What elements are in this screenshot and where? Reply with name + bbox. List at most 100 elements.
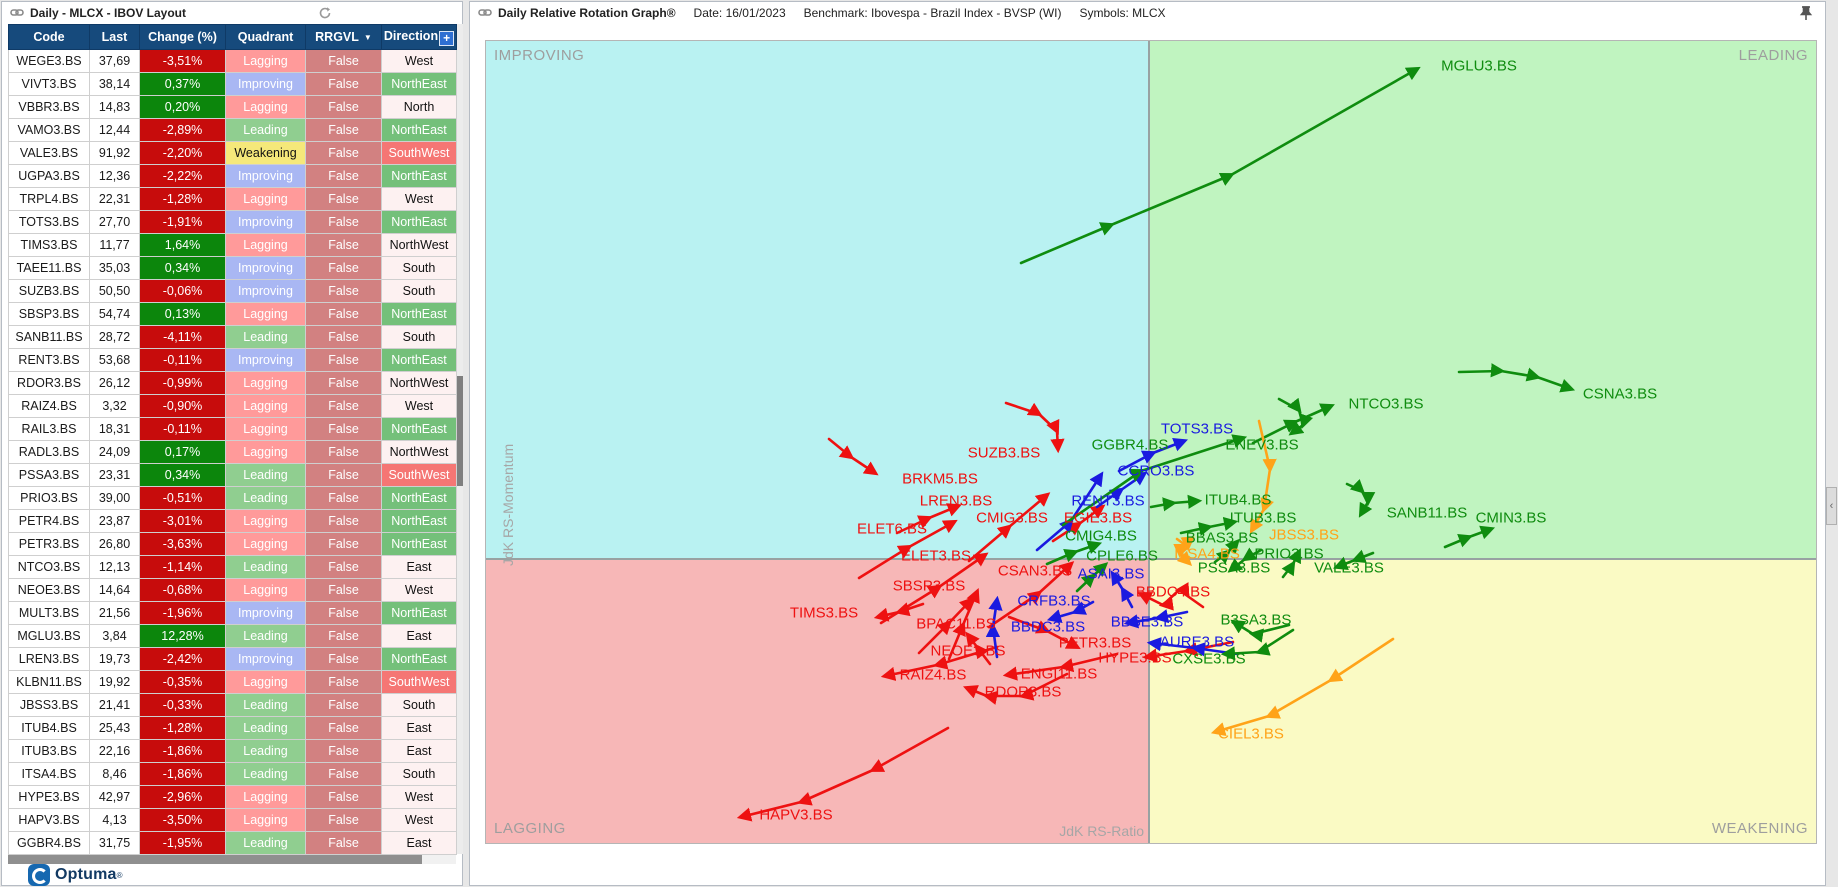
symbol-label[interactable]: BPAC11.BS bbox=[916, 615, 996, 633]
table-row[interactable]: RDOR3.BS 26,12 -0,99% Lagging False NorthWest bbox=[8, 371, 457, 395]
trail-VALE3.BS bbox=[1333, 549, 1375, 571]
symbol-label[interactable]: HAPV3.BS bbox=[759, 806, 833, 824]
symbol-label[interactable]: CIEL3.BS bbox=[1218, 725, 1284, 743]
symbol-label[interactable]: RDOR3.BS bbox=[984, 683, 1062, 701]
column-header-last[interactable]: Last bbox=[89, 24, 140, 50]
symbol-label[interactable]: RAIZ4.BS bbox=[899, 666, 967, 684]
symbol-label[interactable]: ITUB3.BS bbox=[1229, 509, 1297, 527]
symbol-label[interactable]: TOTS3.BS bbox=[1160, 420, 1234, 438]
table-row[interactable]: GGBR4.BS 31,75 -1,95% Leading False East bbox=[8, 831, 457, 855]
symbol-label[interactable]: BRKM5.BS bbox=[902, 470, 978, 488]
add-column-icon[interactable]: + bbox=[439, 30, 455, 46]
symbol-label[interactable]: AURE3.BS bbox=[1159, 633, 1235, 651]
table-row[interactable]: KLBN11.BS 19,92 -0,35% Lagging False SouthWes… bbox=[8, 670, 457, 694]
table-row[interactable]: JBSS3.BS 21,41 -0,33% Leading False South bbox=[8, 693, 457, 717]
table-row[interactable]: PSSA3.BS 23,31 0,34% Leading False SouthWest bbox=[8, 463, 457, 487]
table-row[interactable]: VAMO3.BS 12,44 -2,89% Leading False NorthEast bbox=[8, 118, 457, 142]
table-row[interactable]: PETR4.BS 23,87 -3,01% Lagging False NorthEast bbox=[8, 509, 457, 533]
table-row[interactable]: LREN3.BS 19,73 -2,42% Improving False NorthEa… bbox=[8, 647, 457, 671]
vertical-scroll-thumb[interactable] bbox=[457, 376, 463, 486]
symbol-label[interactable]: CMIG4.BS bbox=[1065, 527, 1137, 545]
symbol-label[interactable]: SUZB3.BS bbox=[967, 444, 1041, 462]
symbol-label[interactable]: PRIO3.BS bbox=[1254, 545, 1324, 563]
symbol-label[interactable]: CMIN3.BS bbox=[1475, 509, 1547, 527]
symbol-label[interactable]: NEOE3.BS bbox=[930, 642, 1006, 660]
pin-icon[interactable] bbox=[1799, 5, 1813, 24]
table-row[interactable]: TIMS3.BS 11,77 1,64% Lagging False NorthWest bbox=[8, 233, 457, 257]
table-row[interactable]: HAPV3.BS 4,13 -3,50% Lagging False West bbox=[8, 808, 457, 832]
table-row[interactable]: MGLU3.BS 3,84 12,28% Leading False East bbox=[8, 624, 457, 648]
symbol-label[interactable]: ASAI3.BS bbox=[1077, 565, 1145, 583]
table-row[interactable]: HYPE3.BS 42,97 -2,96% Lagging False West bbox=[8, 785, 457, 809]
symbol-label[interactable]: CSAN3.BS bbox=[997, 562, 1073, 580]
table-row[interactable]: RAIL3.BS 18,31 -0,11% Lagging False NorthEast bbox=[8, 417, 457, 441]
panel-collapse-handle[interactable]: ‹ bbox=[1826, 487, 1837, 525]
symbol-label[interactable]: BBDC3.BS bbox=[1010, 618, 1086, 636]
table-row[interactable]: RADL3.BS 24,09 0,17% Lagging False NorthWest bbox=[8, 440, 457, 464]
table-row[interactable]: TAEE11.BS 35,03 0,34% Improving False South bbox=[8, 256, 457, 280]
symbol-label[interactable]: ITUB4.BS bbox=[1204, 491, 1272, 509]
table-horizontal-scrollbar[interactable] bbox=[8, 855, 456, 864]
symbol-label[interactable]: PETR3.BS bbox=[1058, 634, 1132, 652]
symbol-label[interactable]: CSNA3.BS bbox=[1582, 385, 1658, 403]
table-row[interactable]: PETR3.BS 26,80 -3,63% Lagging False NorthEast bbox=[8, 532, 457, 556]
table-row[interactable]: ITUB3.BS 22,16 -1,86% Leading False East bbox=[8, 739, 457, 763]
symbol-label[interactable]: PSSA3.BS bbox=[1197, 559, 1271, 577]
table-row[interactable]: ITUB4.BS 25,43 -1,28% Leading False East bbox=[8, 716, 457, 740]
column-header-change[interactable]: Change (%) bbox=[139, 24, 226, 50]
symbol-label[interactable]: LREN3.BS bbox=[919, 492, 993, 510]
symbol-label[interactable]: ITSA4.BS bbox=[1174, 545, 1240, 563]
table-row[interactable]: VIVT3.BS 38,14 0,37% Improving False NorthEas… bbox=[8, 72, 457, 96]
symbol-label[interactable]: CCRO3.BS bbox=[1117, 462, 1195, 480]
table-row[interactable]: ITSA4.BS 8,46 -1,86% Leading False South bbox=[8, 762, 457, 786]
symbol-label[interactable]: BBAS3.BS bbox=[1185, 529, 1259, 547]
symbol-label[interactable]: CRFB3.BS bbox=[1017, 592, 1091, 610]
table-row[interactable]: TRPL4.BS 22,31 -1,28% Lagging False West bbox=[8, 187, 457, 211]
cell-direction: East bbox=[381, 555, 457, 579]
symbol-label[interactable]: EGIE3.BS bbox=[1063, 509, 1133, 527]
table-row[interactable]: NTCO3.BS 12,13 -1,14% Leading False East bbox=[8, 555, 457, 579]
symbol-label[interactable]: VALE3.BS bbox=[1314, 559, 1384, 577]
symbol-label[interactable]: CMIG3.BS bbox=[976, 509, 1048, 527]
symbol-label[interactable]: GGBR4.BS bbox=[1091, 436, 1169, 454]
table-vertical-scrollbar[interactable] bbox=[457, 24, 463, 854]
symbol-label[interactable]: JBSS3.BS bbox=[1268, 526, 1340, 544]
column-header-rrgvl[interactable]: RRGVL ▼ bbox=[305, 24, 382, 50]
symbol-label[interactable]: SBSP3.BS bbox=[892, 577, 966, 595]
symbol-label[interactable]: CXSE3.BS bbox=[1172, 650, 1246, 668]
column-header-direction[interactable]: Direction + bbox=[381, 24, 457, 50]
symbol-label[interactable]: ENEV3.BS bbox=[1225, 436, 1299, 454]
symbol-label[interactable]: RENT3.BS bbox=[1071, 492, 1145, 510]
horizontal-scroll-thumb[interactable] bbox=[8, 855, 422, 864]
symbol-label[interactable]: ELET3.BS bbox=[900, 547, 972, 565]
table-row[interactable]: SANB11.BS 28,72 -4,11% Leading False South bbox=[8, 325, 457, 349]
symbol-label[interactable]: BBSE3.BS bbox=[1110, 613, 1184, 631]
symbol-label[interactable]: ELET6.BS bbox=[856, 520, 928, 538]
symbol-label[interactable]: B3SA3.BS bbox=[1220, 611, 1292, 629]
symbol-label[interactable]: SANB11.BS bbox=[1386, 504, 1468, 522]
table-row[interactable]: MULT3.BS 21,56 -1,96% Improving False NorthEa… bbox=[8, 601, 457, 625]
column-header-quadrant[interactable]: Quadrant bbox=[225, 24, 306, 50]
column-header-code[interactable]: Code bbox=[8, 24, 90, 50]
cell-last: 18,31 bbox=[89, 417, 140, 441]
symbol-label[interactable]: BBDC4.BS bbox=[1135, 583, 1211, 601]
table-row[interactable]: TOTS3.BS 27,70 -1,91% Improving False NorthEa… bbox=[8, 210, 457, 234]
table-row[interactable]: VBBR3.BS 14,83 0,20% Lagging False North bbox=[8, 95, 457, 119]
table-row[interactable]: WEGE3.BS 37,69 -3,51% Lagging False West bbox=[8, 49, 457, 73]
table-row[interactable]: PRIO3.BS 39,00 -0,51% Leading False NorthEast bbox=[8, 486, 457, 510]
refresh-icon[interactable] bbox=[318, 6, 332, 23]
table-row[interactable]: NEOE3.BS 14,64 -0,68% Lagging False West bbox=[8, 578, 457, 602]
table-row[interactable]: VALE3.BS 91,92 -2,20% Weakening False SouthWe… bbox=[8, 141, 457, 165]
symbol-label[interactable]: CPLE6.BS bbox=[1086, 547, 1158, 565]
table-row[interactable]: RENT3.BS 53,68 -0,11% Improving False NorthEa… bbox=[8, 348, 457, 372]
table-row[interactable]: UGPA3.BS 12,36 -2,22% Improving False NorthEa… bbox=[8, 164, 457, 188]
symbol-label[interactable]: ENGI11.BS bbox=[1020, 665, 1098, 683]
symbol-label[interactable]: NTCO3.BS bbox=[1348, 395, 1424, 413]
symbol-label[interactable]: MGLU3.BS bbox=[1441, 57, 1517, 75]
table-row[interactable]: SBSP3.BS 54,74 0,13% Lagging False NorthEast bbox=[8, 302, 457, 326]
table-row[interactable]: SUZB3.BS 50,50 -0,06% Improving False South bbox=[8, 279, 457, 303]
symbol-label[interactable]: HYPE3.BS bbox=[1098, 649, 1172, 667]
table-row[interactable]: RAIZ4.BS 3,32 -0,90% Lagging False West bbox=[8, 394, 457, 418]
symbol-label[interactable]: TIMS3.BS bbox=[789, 604, 859, 622]
